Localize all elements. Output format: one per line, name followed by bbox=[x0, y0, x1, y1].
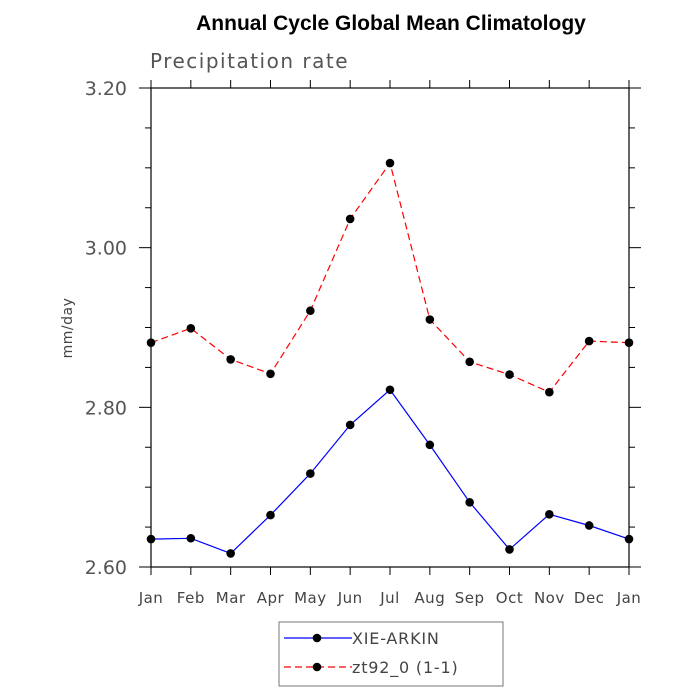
series-2-point bbox=[465, 357, 474, 367]
x-tick-label: Oct bbox=[496, 589, 523, 607]
series-group bbox=[146, 158, 634, 558]
x-tick-label: Nov bbox=[534, 589, 565, 607]
series-1-point bbox=[584, 521, 594, 530]
x-tick-label: Dec bbox=[574, 589, 605, 607]
legend-box bbox=[278, 621, 504, 687]
series-1-point bbox=[306, 469, 315, 478]
axes: Jan Feb Mar Apr May Jun Jul Aug Sep Oct Nov Dec Jan 2… bbox=[85, 78, 642, 607]
x-tick-label: Jul bbox=[379, 589, 400, 607]
series-2-point bbox=[146, 338, 156, 347]
chart-title: Annual Cycle Global Mean Climatology bbox=[196, 12, 586, 35]
series-1-point bbox=[345, 420, 355, 430]
x-tick-label: May bbox=[294, 589, 327, 607]
series-line-1 bbox=[150, 388, 630, 555]
series-2-point bbox=[385, 158, 395, 168]
y-tick-label: 2.80 bbox=[85, 397, 127, 419]
series-1-point bbox=[266, 510, 275, 520]
y-tick-label: 2.60 bbox=[85, 557, 127, 579]
series-2-point bbox=[505, 370, 514, 379]
x-tick-label: Mar bbox=[216, 589, 246, 607]
x-tick-label: Jun bbox=[337, 589, 363, 607]
series-1-point bbox=[545, 510, 554, 519]
x-tick-label: Feb bbox=[177, 589, 205, 607]
series-1-point bbox=[465, 498, 474, 507]
series-1-point bbox=[505, 545, 514, 554]
x-tick-label: Aug bbox=[414, 589, 445, 607]
legend-label-1: XIE-ARKIN bbox=[352, 629, 440, 648]
series-1-point bbox=[425, 440, 435, 450]
x-tick-label: Apr bbox=[257, 589, 285, 607]
y-tick-label: 3.20 bbox=[85, 78, 127, 100]
x-tick-label: Jan bbox=[616, 589, 642, 607]
legend-marker-1 bbox=[312, 633, 322, 643]
legend: XIE-ARKIN zt92_0 (1-1) bbox=[278, 621, 504, 687]
x-tick-label: Jan bbox=[138, 589, 164, 607]
series-1-point bbox=[186, 533, 196, 543]
legend-marker-2 bbox=[312, 662, 322, 672]
series-1-point bbox=[146, 534, 156, 544]
series-2-point bbox=[624, 338, 634, 347]
series-2-point bbox=[425, 315, 435, 324]
series-1-point bbox=[385, 385, 395, 395]
series-1-point bbox=[226, 549, 235, 558]
series-2-point bbox=[545, 387, 554, 397]
legend-label-2: zt92_0 (1-1) bbox=[352, 658, 459, 678]
series-2-point bbox=[306, 306, 315, 316]
series-2-point bbox=[584, 336, 594, 346]
x-tick-label: Sep bbox=[455, 589, 485, 607]
y-axis-label: mm/day bbox=[60, 298, 76, 359]
series-2-point bbox=[186, 323, 196, 333]
series-2-point bbox=[345, 214, 355, 224]
series-line-2 bbox=[150, 161, 630, 393]
series-2-point bbox=[226, 355, 235, 364]
series-2-point bbox=[266, 369, 275, 379]
y-tick-label: 3.00 bbox=[85, 238, 127, 260]
series-1-point bbox=[624, 534, 634, 544]
chart-subtitle: Precipitation rate bbox=[150, 49, 349, 73]
